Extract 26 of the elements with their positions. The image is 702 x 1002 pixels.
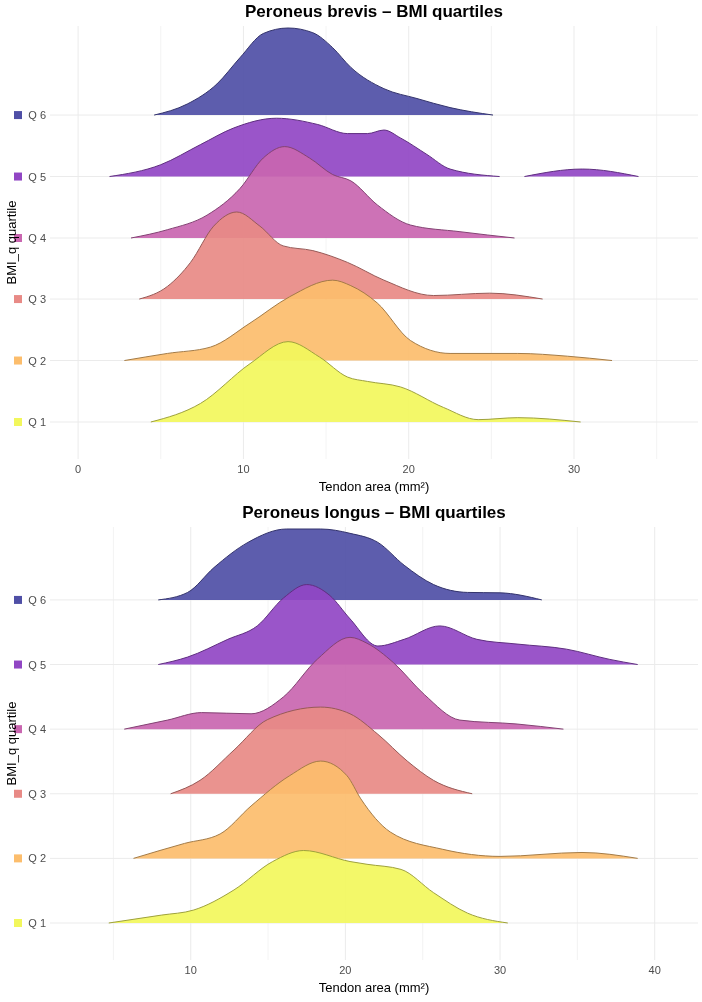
x-tick-label: 10 — [237, 463, 250, 475]
legend-label: Q 6 — [28, 109, 46, 122]
x-tick-label: 30 — [567, 463, 581, 475]
legend-label: Q 1 — [28, 416, 46, 428]
x-axis-title: Tendon area (mm²) — [318, 479, 430, 494]
legend-label: Q 2 — [28, 852, 46, 865]
legend-label: Q 6 — [28, 593, 46, 606]
legend-label: Q 5 — [28, 170, 46, 183]
x-tick-label: 10 — [184, 964, 197, 976]
x-tick-label: 20 — [402, 463, 415, 475]
x-tick-label: 20 — [339, 964, 352, 976]
legend-label: Q 4 — [28, 232, 46, 244]
y-axis-title: BMI_q quartile — [4, 701, 19, 786]
x-tick-label: 30 — [493, 964, 507, 976]
legend-label: Q 3 — [28, 293, 46, 306]
y-axis-title: BMI_q quartile — [4, 200, 19, 285]
x-tick-label: 40 — [648, 964, 661, 976]
legend-label: Q 2 — [28, 354, 46, 367]
legend-label: Q 1 — [28, 917, 46, 929]
legend-label: Q 3 — [28, 787, 46, 800]
chart-title: Peroneus longus – BMI quartiles — [242, 503, 506, 522]
x-tick-label: 0 — [75, 463, 82, 475]
legend-label: Q 5 — [28, 658, 46, 671]
legend-label: Q 4 — [28, 723, 46, 736]
x-axis-title: Tendon area (mm²) — [318, 980, 430, 995]
chart-title: Peroneus brevis – BMI quartiles — [245, 2, 503, 21]
